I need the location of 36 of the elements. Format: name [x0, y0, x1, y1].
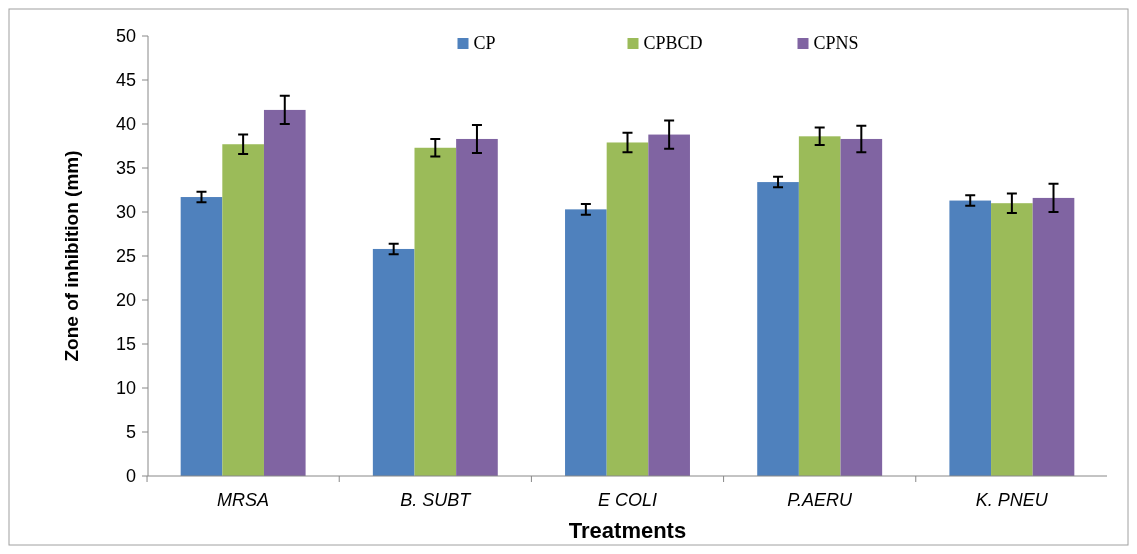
y-tick-label: 5: [125, 422, 136, 443]
bar: [263, 109, 306, 476]
bar: [949, 200, 992, 476]
x-tick-label: P.AERU: [787, 490, 854, 510]
y-tick-label: 0: [125, 466, 136, 487]
bar: [414, 147, 457, 476]
y-tick-label: 35: [115, 158, 136, 179]
bar: [1032, 197, 1075, 476]
bar: [565, 209, 607, 476]
bar: [456, 138, 498, 476]
bar: [648, 134, 690, 476]
bar: [991, 203, 1033, 476]
y-tick-label: 15: [115, 334, 136, 355]
y-tick-label: 50: [115, 26, 136, 47]
legend-label: CPNS: [813, 33, 859, 53]
bar: [606, 142, 649, 476]
bar: [180, 197, 223, 476]
y-tick-label: 20: [115, 290, 136, 311]
y-tick-label: 40: [115, 114, 136, 135]
bar: [222, 144, 264, 476]
legend-label: CP: [473, 33, 496, 53]
y-axis-title: Zone of inhibition (mm): [61, 150, 82, 362]
bar: [757, 182, 799, 476]
y-tick-label: 25: [115, 246, 136, 267]
x-tick-label: MRSA: [217, 490, 270, 510]
y-tick-label: 10: [115, 378, 136, 399]
legend-label: CPBCD: [643, 33, 703, 53]
bar: [840, 138, 883, 476]
bar: [798, 136, 841, 476]
y-tick-label: 45: [115, 70, 136, 91]
x-tick-label: E COLI: [597, 490, 658, 510]
x-tick-label: K. PNEU: [975, 490, 1049, 510]
bar: [372, 248, 415, 476]
y-tick-label: 30: [115, 202, 136, 223]
x-tick-label: B. SUBT: [400, 490, 473, 510]
x-axis-title: Treatments: [568, 518, 687, 543]
